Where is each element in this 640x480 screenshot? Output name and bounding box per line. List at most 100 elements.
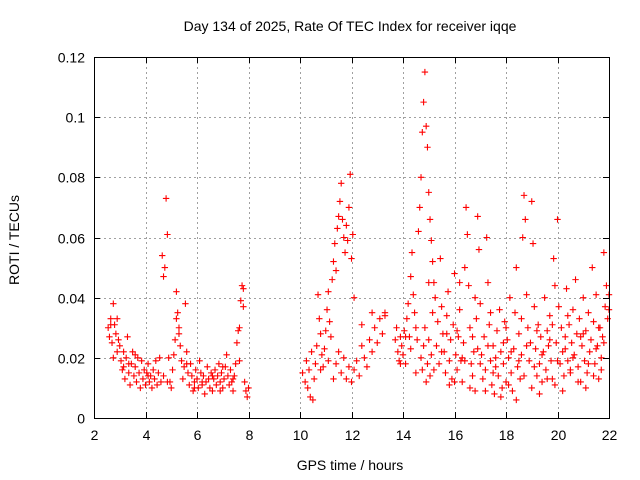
data-point (447, 336, 454, 343)
data-point (416, 204, 423, 211)
data-point (471, 387, 479, 395)
data-point (453, 366, 461, 374)
data-point (328, 276, 336, 283)
data-point (236, 357, 243, 365)
data-point (330, 258, 337, 265)
data-point (345, 204, 353, 211)
data-point (425, 279, 432, 286)
data-point (305, 366, 313, 374)
data-point (562, 345, 569, 353)
data-point (488, 381, 496, 389)
data-point (301, 378, 309, 386)
data-point (412, 324, 420, 331)
data-point (309, 396, 317, 404)
data-point (564, 357, 571, 365)
data-point (332, 360, 340, 368)
y-tick-label: 0.08 (58, 170, 85, 186)
data-point (379, 330, 386, 337)
x-tick-label: 16 (448, 427, 464, 443)
data-point (498, 384, 506, 392)
data-point (590, 318, 597, 325)
data-point (394, 348, 402, 356)
data-point (417, 354, 425, 362)
data-point (468, 360, 475, 368)
data-point (518, 351, 525, 359)
data-point (471, 294, 479, 301)
data-point (424, 144, 431, 151)
data-point (310, 375, 318, 383)
data-point (336, 198, 344, 205)
data-point (175, 330, 183, 337)
data-point (216, 387, 224, 395)
data-point (438, 348, 445, 356)
data-point (434, 318, 441, 325)
data-point (200, 372, 207, 380)
data-point (456, 279, 463, 286)
data-point (119, 366, 126, 374)
data-point (473, 315, 480, 322)
data-point (483, 234, 490, 241)
data-point (522, 216, 529, 223)
x-tick-label: 10 (293, 427, 309, 443)
y-axis-ticks: 0 0.02 0.04 0.06 0.08 0.1 0.12 (58, 50, 609, 427)
data-point (204, 363, 211, 371)
data-point (135, 369, 143, 377)
data-point (545, 342, 552, 349)
data-point (345, 363, 353, 371)
data-point (509, 387, 516, 395)
data-point (586, 348, 593, 356)
data-point (240, 285, 247, 292)
data-point (161, 264, 169, 271)
data-point (304, 384, 311, 392)
data-point (564, 312, 571, 319)
data-point (516, 375, 524, 383)
x-tick-label: 22 (602, 427, 618, 443)
data-point (363, 363, 371, 371)
data-point (171, 336, 179, 343)
data-point (116, 342, 123, 349)
data-point (347, 171, 354, 178)
data-point (407, 273, 414, 280)
data-point (536, 390, 543, 398)
data-point (348, 378, 355, 386)
data-point (480, 333, 488, 340)
data-point (422, 378, 430, 386)
data-point (451, 270, 458, 277)
data-point (455, 333, 462, 340)
data-point (515, 330, 523, 337)
data-point (484, 342, 492, 349)
x-tick-label: 4 (143, 427, 151, 443)
data-point (124, 333, 131, 340)
y-tick-label: 0.04 (58, 291, 85, 307)
data-point (303, 357, 310, 365)
data-point (150, 366, 157, 374)
data-point (350, 294, 358, 301)
data-point (132, 363, 139, 371)
data-point (474, 345, 481, 353)
data-point (228, 378, 235, 386)
x-tick-label: 18 (499, 427, 515, 443)
data-point (325, 357, 332, 365)
data-point (531, 363, 538, 371)
data-point (501, 318, 508, 325)
data-point (504, 336, 511, 343)
data-point (515, 357, 523, 365)
data-point (410, 291, 417, 298)
data-point (559, 387, 566, 395)
data-point (173, 288, 180, 295)
data-point (401, 327, 408, 334)
data-point (162, 195, 170, 202)
data-point (216, 378, 224, 386)
data-point (581, 357, 588, 365)
data-point (220, 375, 228, 383)
data-point (511, 309, 519, 316)
grid-lines (94, 57, 609, 418)
data-point (580, 294, 587, 301)
data-point (582, 384, 590, 392)
data-point (437, 255, 444, 262)
data-point (233, 339, 241, 346)
y-tick-label: 0.1 (66, 110, 86, 126)
y-axis-title: ROTI / TECUs (6, 195, 22, 285)
data-point (544, 327, 551, 334)
data-point (338, 180, 345, 187)
